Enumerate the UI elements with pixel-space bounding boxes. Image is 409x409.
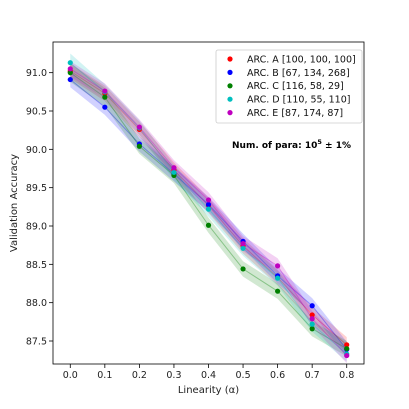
y-axis: 87.5 88.0 88.5 89.0 89.5 90.0 90.5 91.0 xyxy=(26,68,53,348)
legend-marker-2 xyxy=(227,83,233,89)
x-tick-label-0: 0.0 xyxy=(63,370,78,381)
legend-marker-4 xyxy=(227,110,233,116)
y-tick-label-3: 89.0 xyxy=(26,222,47,233)
legend-label-4: ARC. E [87, 174, 87] xyxy=(247,108,343,119)
legend-marker-3 xyxy=(227,96,233,102)
data-point-s2-7 xyxy=(309,326,315,332)
data-point-s4-0 xyxy=(67,66,73,72)
data-point-s1-1 xyxy=(102,104,108,110)
data-point-s3-5 xyxy=(240,245,246,251)
data-point-s0-8 xyxy=(344,342,350,348)
y-tick-label-5: 90.0 xyxy=(26,145,47,156)
series-band-4 xyxy=(70,61,347,364)
legend-label-2: ARC. C [116, 58, 29] xyxy=(247,81,344,92)
x-axis: 0.0 0.1 0.2 0.3 0.4 0.5 0.6 0.7 0.8 xyxy=(63,364,354,381)
data-point-s4-1 xyxy=(102,88,108,94)
data-point-s3-0 xyxy=(67,60,73,66)
x-tick-label-3: 0.3 xyxy=(166,370,181,381)
legend-label-0: ARC. A [100, 100, 100] xyxy=(247,54,356,65)
data-point-s4-5 xyxy=(240,241,246,247)
legend-label-1: ARC. B [67, 134, 268] xyxy=(247,68,350,79)
data-point-s4-8 xyxy=(344,352,350,359)
y-tick-label-1: 88.0 xyxy=(26,298,47,309)
data-point-s2-5 xyxy=(240,266,246,272)
annotation-suffix: ± 1% xyxy=(322,141,351,151)
y-tick-label-0: 87.5 xyxy=(26,337,47,348)
x-tick-label-4: 0.4 xyxy=(201,370,216,381)
y-tick-label-6: 90.5 xyxy=(26,107,47,118)
legend-marker-1 xyxy=(227,69,233,75)
data-point-s4-6 xyxy=(275,263,281,269)
legend-marker-0 xyxy=(227,56,233,62)
series-band-2 xyxy=(70,63,347,357)
legend-box xyxy=(215,49,363,124)
data-point-s3-4 xyxy=(205,206,212,212)
data-point-s1-7 xyxy=(309,303,315,309)
x-tick-label-8: 0.8 xyxy=(339,370,354,381)
data-point-s2-1 xyxy=(102,94,108,100)
data-point-s4-7 xyxy=(309,316,315,322)
annotation-prefix: Num. of para: 10 xyxy=(232,141,317,151)
data-point-s1-4 xyxy=(205,201,212,208)
parameter-count-annotation: Num. of para: 105 ± 1% xyxy=(232,138,351,151)
x-tick-label-2: 0.2 xyxy=(132,370,147,381)
legend-label-3: ARC. D [110, 55, 110] xyxy=(247,95,350,106)
data-point-s2-6 xyxy=(275,288,281,294)
x-tick-label-5: 0.5 xyxy=(236,370,251,381)
annotation-superscript: 5 xyxy=(317,138,322,146)
data-points xyxy=(67,60,350,359)
y-tick-label-2: 88.5 xyxy=(26,260,47,271)
x-axis-label: Linearity (α) xyxy=(178,385,239,396)
data-point-s4-2 xyxy=(136,124,142,130)
x-tick-label-7: 0.7 xyxy=(305,370,320,381)
data-point-s2-2 xyxy=(136,143,142,149)
data-point-s2-8 xyxy=(344,346,350,352)
data-point-s2-4 xyxy=(205,222,212,228)
y-tick-label-7: 91.0 xyxy=(26,68,47,79)
x-tick-label-1: 0.1 xyxy=(97,370,112,381)
data-point-s4-4 xyxy=(205,197,212,203)
data-point-s2-0 xyxy=(67,70,73,76)
data-point-s1-0 xyxy=(67,76,73,83)
x-tick-label-6: 0.6 xyxy=(270,370,285,381)
data-point-s0-7 xyxy=(309,312,315,318)
y-tick-label-4: 89.5 xyxy=(26,183,47,194)
data-point-s4-3 xyxy=(171,165,177,171)
y-axis-label: Validation Accuracy xyxy=(9,154,20,252)
legend: ARC. A [100, 100, 100] ARC. B [67, 134, 2… xyxy=(215,49,363,124)
data-point-s3-7 xyxy=(309,321,315,327)
data-point-s3-3 xyxy=(171,169,177,175)
data-point-s3-6 xyxy=(275,275,281,281)
